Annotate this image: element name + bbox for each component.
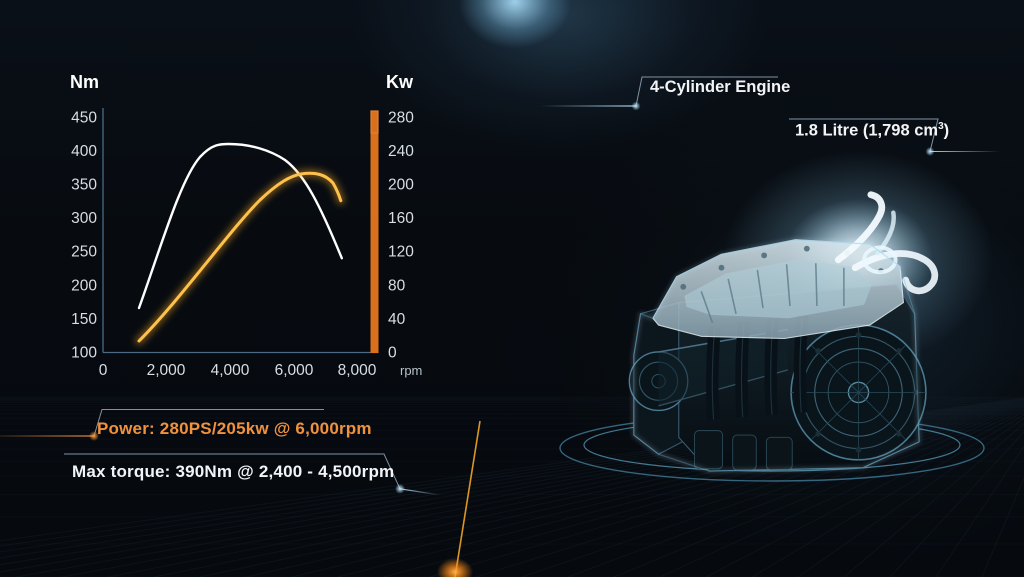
- svg-text:200: 200: [71, 277, 97, 294]
- svg-text:300: 300: [71, 210, 97, 227]
- svg-text:80: 80: [388, 277, 406, 294]
- svg-text:0: 0: [388, 344, 397, 361]
- svg-text:400: 400: [71, 143, 97, 160]
- svg-text:2,000: 2,000: [147, 362, 186, 379]
- svg-text:40: 40: [388, 311, 406, 328]
- svg-text:280: 280: [388, 110, 414, 127]
- svg-text:4,000: 4,000: [211, 362, 250, 379]
- svg-text:100: 100: [71, 344, 97, 361]
- svg-text:160: 160: [388, 210, 414, 227]
- svg-text:240: 240: [388, 143, 414, 160]
- svg-text:6,000: 6,000: [275, 362, 314, 379]
- svg-text:8,000: 8,000: [338, 362, 377, 379]
- svg-text:450: 450: [71, 110, 97, 127]
- svg-text:0: 0: [99, 362, 108, 379]
- svg-text:350: 350: [71, 177, 97, 194]
- svg-text:250: 250: [71, 244, 97, 261]
- svg-text:120: 120: [388, 244, 414, 261]
- svg-text:200: 200: [388, 177, 414, 194]
- svg-text:rpm: rpm: [400, 363, 422, 378]
- svg-text:150: 150: [71, 311, 97, 328]
